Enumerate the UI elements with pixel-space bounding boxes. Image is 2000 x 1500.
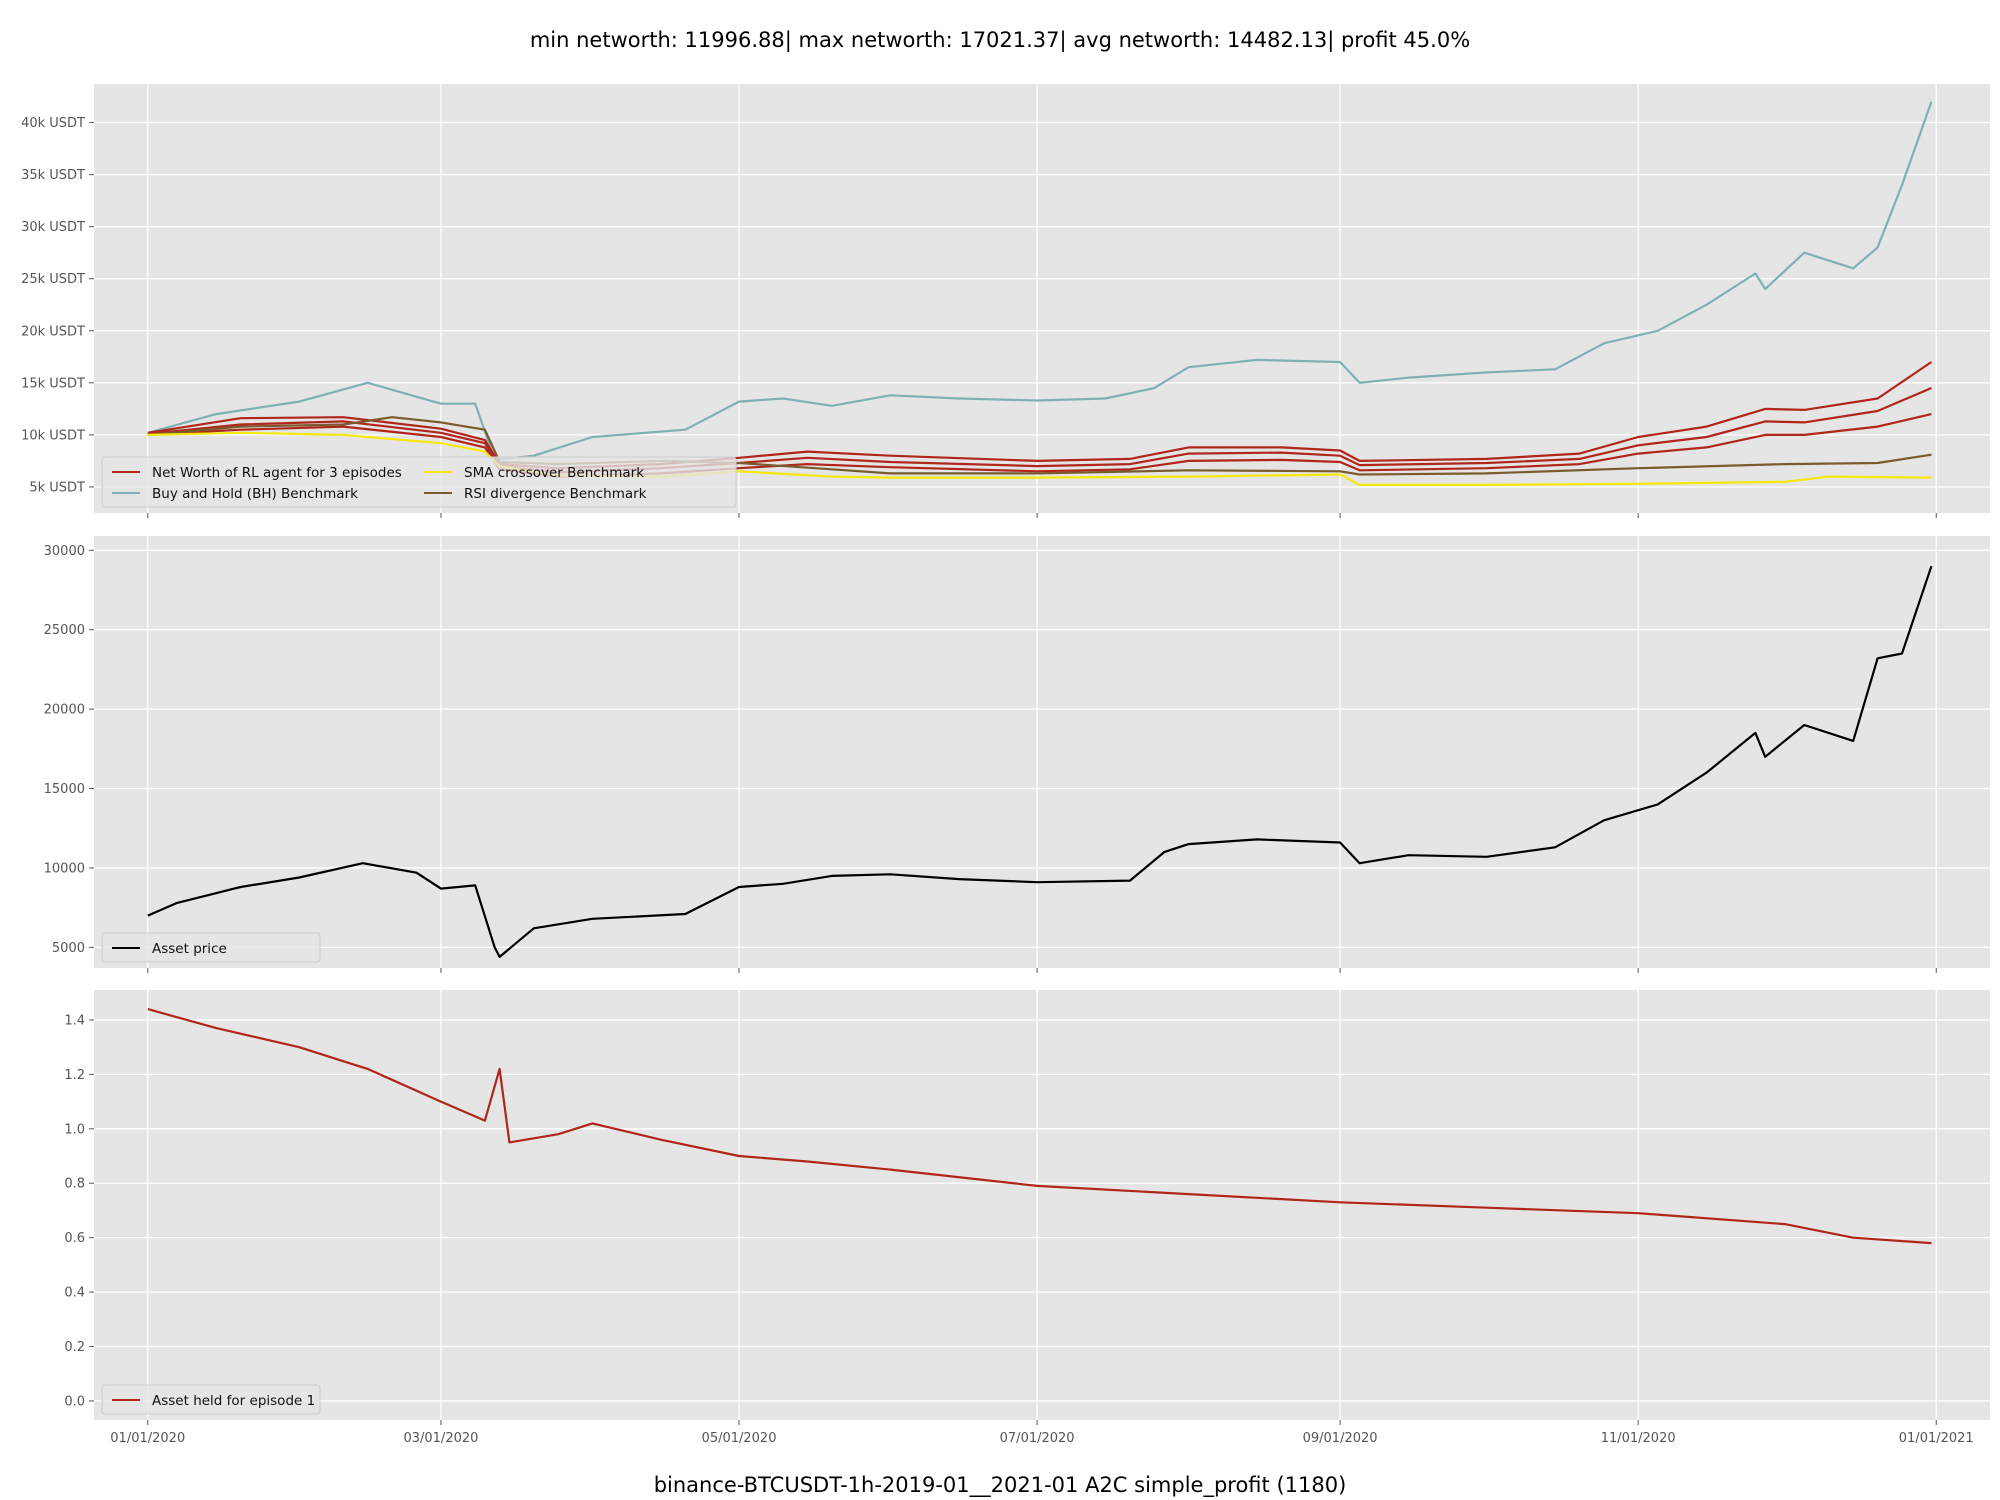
y-tick-label: 0.8 bbox=[64, 1177, 85, 1192]
legend-label: Net Worth of RL agent for 3 episodes bbox=[152, 465, 402, 481]
y-tick-label: 0.0 bbox=[64, 1394, 85, 1409]
x-tick-label: 11/01/2020 bbox=[1601, 1431, 1676, 1446]
legend-label: Asset price bbox=[152, 941, 227, 957]
y-tick-label: 25k USDT bbox=[21, 272, 85, 287]
legend-box bbox=[101, 932, 321, 963]
y-tick-label: 35k USDT bbox=[21, 168, 85, 183]
x-tick-label: 03/01/2020 bbox=[403, 1431, 478, 1446]
y-tick-label: 20k USDT bbox=[21, 324, 85, 339]
x-tick-label: 01/01/2021 bbox=[1899, 1431, 1974, 1446]
y-tick-label: 5k USDT bbox=[29, 480, 85, 495]
panels: 5k USDT 10k USDT 15k USDT 20k USDT 25k USDT 3… bbox=[21, 84, 1990, 1446]
y-tick-label: 0.4 bbox=[64, 1286, 85, 1301]
series-line-buy-and-hold bbox=[147, 101, 1933, 461]
y-tick-label: 1.0 bbox=[64, 1122, 85, 1137]
y-tick-label: 20000 bbox=[44, 703, 85, 718]
figure-title: min networth: 11996.88| max networth: 17… bbox=[530, 28, 1470, 53]
legend-label: SMA crossover Benchmark bbox=[464, 465, 644, 481]
legend-box bbox=[101, 1384, 321, 1415]
figure-xlabel: binance-BTCUSDT-1h-2019-01__2021-01 A2C … bbox=[654, 1473, 1347, 1498]
y-tick-label: 0.6 bbox=[64, 1231, 85, 1246]
asset-price-panel: 5000 10000 15000 20000 25000 30000 Asset price bbox=[44, 536, 1990, 973]
y-tick-label: 15000 bbox=[44, 782, 85, 797]
plot-area bbox=[94, 536, 1990, 968]
plot-area bbox=[94, 84, 1990, 513]
legend-label: Buy and Hold (BH) Benchmark bbox=[152, 486, 358, 502]
series-line-asset-held bbox=[147, 1008, 1932, 1245]
legend-label: Asset held for episode 1 bbox=[152, 1393, 315, 1409]
y-tick-label: 15k USDT bbox=[21, 376, 85, 391]
x-tick-label: 09/01/2020 bbox=[1303, 1431, 1378, 1446]
y-tick-label: 30k USDT bbox=[21, 220, 85, 235]
legend-box bbox=[101, 456, 737, 508]
y-tick-label: 0.2 bbox=[64, 1340, 85, 1355]
y-tick-label: 30000 bbox=[44, 544, 85, 559]
series-line-net-worth bbox=[147, 386, 1932, 474]
y-tick-label: 40k USDT bbox=[21, 116, 85, 131]
legend-label: RSI divergence Benchmark bbox=[464, 486, 647, 502]
y-tick-label: 1.4 bbox=[64, 1013, 85, 1028]
x-tick-label: 07/01/2020 bbox=[1000, 1431, 1075, 1446]
y-tick-label: 1.2 bbox=[64, 1068, 85, 1083]
series-line-sma bbox=[147, 431, 1932, 486]
series-line-net-worth bbox=[147, 413, 1932, 478]
series-line-rsi bbox=[147, 416, 1932, 476]
y-tick-label: 25000 bbox=[44, 623, 85, 638]
asset-held-panel: 01/01/2020 03/01/2020 05/01/2020 07/01/2020… bbox=[64, 990, 1990, 1446]
y-tick-label: 10k USDT bbox=[21, 428, 85, 443]
x-tick-label: 05/01/2020 bbox=[702, 1431, 777, 1446]
networth-panel: 5k USDT 10k USDT 15k USDT 20k USDT 25k USDT 3… bbox=[21, 84, 1990, 518]
series-line-asset-price bbox=[147, 565, 1933, 959]
x-tick-label: 01/01/2020 bbox=[110, 1431, 185, 1446]
series-line-net-worth bbox=[147, 361, 1933, 470]
y-tick-label: 10000 bbox=[44, 861, 85, 876]
plot-area bbox=[94, 990, 1990, 1420]
y-tick-label: 5000 bbox=[52, 941, 85, 956]
